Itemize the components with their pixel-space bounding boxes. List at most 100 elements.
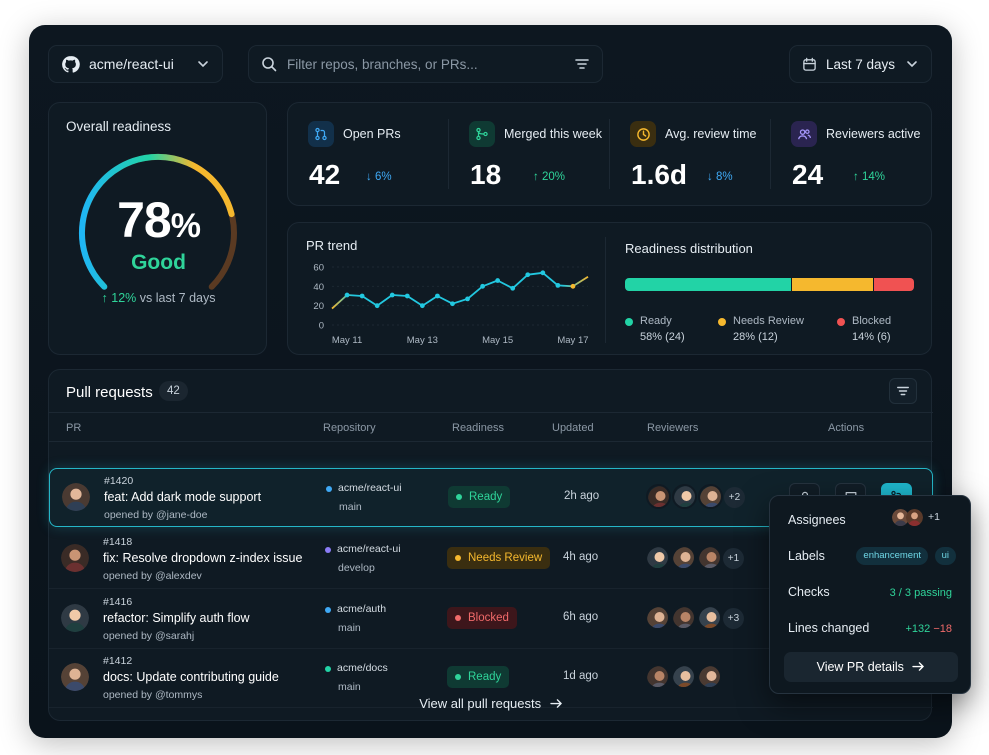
table-row[interactable]: #1416 refactor: Simplify auth flow opened … [49,590,933,649]
pr-author: opened by @alexdev [103,570,202,582]
trend-point [510,285,516,291]
pr-repo: acme/react-ui [337,543,401,555]
y-tick-label: 40 [313,282,324,293]
legend-value: 14% (6) [852,331,891,343]
pr-title[interactable]: refactor: Simplify auth flow [103,611,250,625]
filter-icon[interactable] [574,56,590,72]
lines-removed: −18 [933,623,952,635]
legend-label: Ready [640,315,672,327]
search-input[interactable] [287,56,564,72]
stat-merged: Merged this week 18 ↑ 20% [449,119,610,190]
legend-value: 58% (24) [640,331,685,343]
stat-change: ↑ 20% [533,171,565,183]
status-label: Needs Review [468,552,543,564]
reviewer-avatar [698,484,723,509]
assignees-more: +1 [928,511,940,523]
distribution-title: Readiness distribution [625,241,753,256]
pr-updated: 4h ago [563,551,599,563]
status-label: Ready [469,491,503,503]
date-range-selector[interactable]: Last 7 days [789,45,932,83]
users-icon [791,121,817,147]
label-tag[interactable]: enhancement [856,547,928,565]
filter-button[interactable] [889,378,917,404]
filter-icon [897,386,909,396]
pull-requests-count: 42 [159,381,188,401]
pr-updated: 6h ago [563,611,599,623]
stat-label: Avg. review time [665,127,757,141]
checks-label: Checks [788,585,830,599]
stat-label: Open PRs [343,127,401,141]
legend-value: 28% (12) [733,331,778,343]
author-avatar [62,483,90,511]
reviewer-avatar [645,545,670,570]
status-badge: Blocked [447,607,517,629]
readiness-percent: 78% [49,191,268,249]
arrow-right-icon [550,699,562,708]
readiness-percent-number: 78 [117,192,172,248]
view-all-link[interactable]: View all pull requests [49,696,933,711]
view-pr-details-button[interactable]: View PR details [784,652,958,682]
reviewer-avatar [646,484,671,509]
trend-point [419,303,425,309]
pr-author: opened by @tommys [103,689,203,701]
legend-dot [625,318,633,326]
stat-value: 42 [309,159,341,190]
reviewers-more: +1 [723,548,744,569]
pr-number: #1420 [104,475,134,487]
pr-repo: acme/docs [337,662,388,674]
assignees-avatars: +1 [892,509,952,527]
reviewer-avatar [697,605,722,630]
trend-point [450,301,455,307]
status-label: Blocked [468,612,509,624]
distribution-bar [625,278,914,291]
legend-dot [718,318,726,326]
x-tick-label: May 11 [332,335,362,346]
labels-label: Labels [788,549,825,563]
trend-card: PR trend 0 20 40 60 May 11 May 13 May 15 May 17… [287,222,932,355]
stat-review-time: Avg. review time 1.6d ↓ 8% [610,119,771,190]
pr-title[interactable]: docs: Update contributing guide [103,670,279,684]
readiness-title: Overall readiness [66,119,172,134]
reviewers-more: +3 [723,608,744,629]
column-header: Readiness [452,422,504,434]
trend-point [344,292,350,298]
author-avatar [61,604,89,632]
readiness-gauge [78,153,237,290]
trend-point [359,293,365,299]
table-row[interactable]: #1412 docs: Update contributing guide open… [49,649,933,708]
pr-number: #1416 [103,596,133,608]
trend-point [404,293,410,299]
readiness-delta-value: ↑ 12% [101,291,137,305]
distribution-segment [873,278,914,291]
lines-changed-value: +132 −18 [905,623,952,635]
repo-selector[interactable]: acme/react-ui [48,45,223,83]
repo-selector-label: acme/react-ui [89,56,174,72]
readiness-delta: ↑ 12% vs last 7 days [49,291,268,305]
clock-icon [630,121,656,147]
author-avatar [61,663,89,691]
column-header: Updated [552,422,594,434]
pr-branch: develop [338,562,375,574]
stat-value: 1.6d [631,159,688,190]
view-all-label: View all pull requests [419,696,542,711]
pr-repo: acme/auth [337,603,387,615]
pr-title[interactable]: feat: Add dark mode support [104,490,262,504]
readiness-percent-unit: % [170,207,201,245]
search-bar [248,45,603,83]
legend-label: Blocked [852,315,892,327]
stat-label: Merged this week [504,127,602,141]
status-dot [455,615,461,621]
stat-change: ↑ 14% [853,171,885,183]
readiness-card: Overall readiness 78% Good ↑ 12% vs last… [48,102,267,355]
table-row[interactable]: #1418 fix: Resolve dropdown z-index issue… [49,530,933,589]
trend-title: PR trend [306,238,358,253]
avatar [892,509,909,526]
trend-point [570,283,576,289]
pr-title[interactable]: fix: Resolve dropdown z-index issue [103,551,303,565]
trend-point [389,292,395,298]
stat-change: ↓ 8% [707,171,733,183]
label-tag[interactable]: ui [934,547,956,565]
git-merge-icon [469,121,495,147]
date-range-label: Last 7 days [826,56,896,72]
status-badge: Needs Review [447,547,551,569]
